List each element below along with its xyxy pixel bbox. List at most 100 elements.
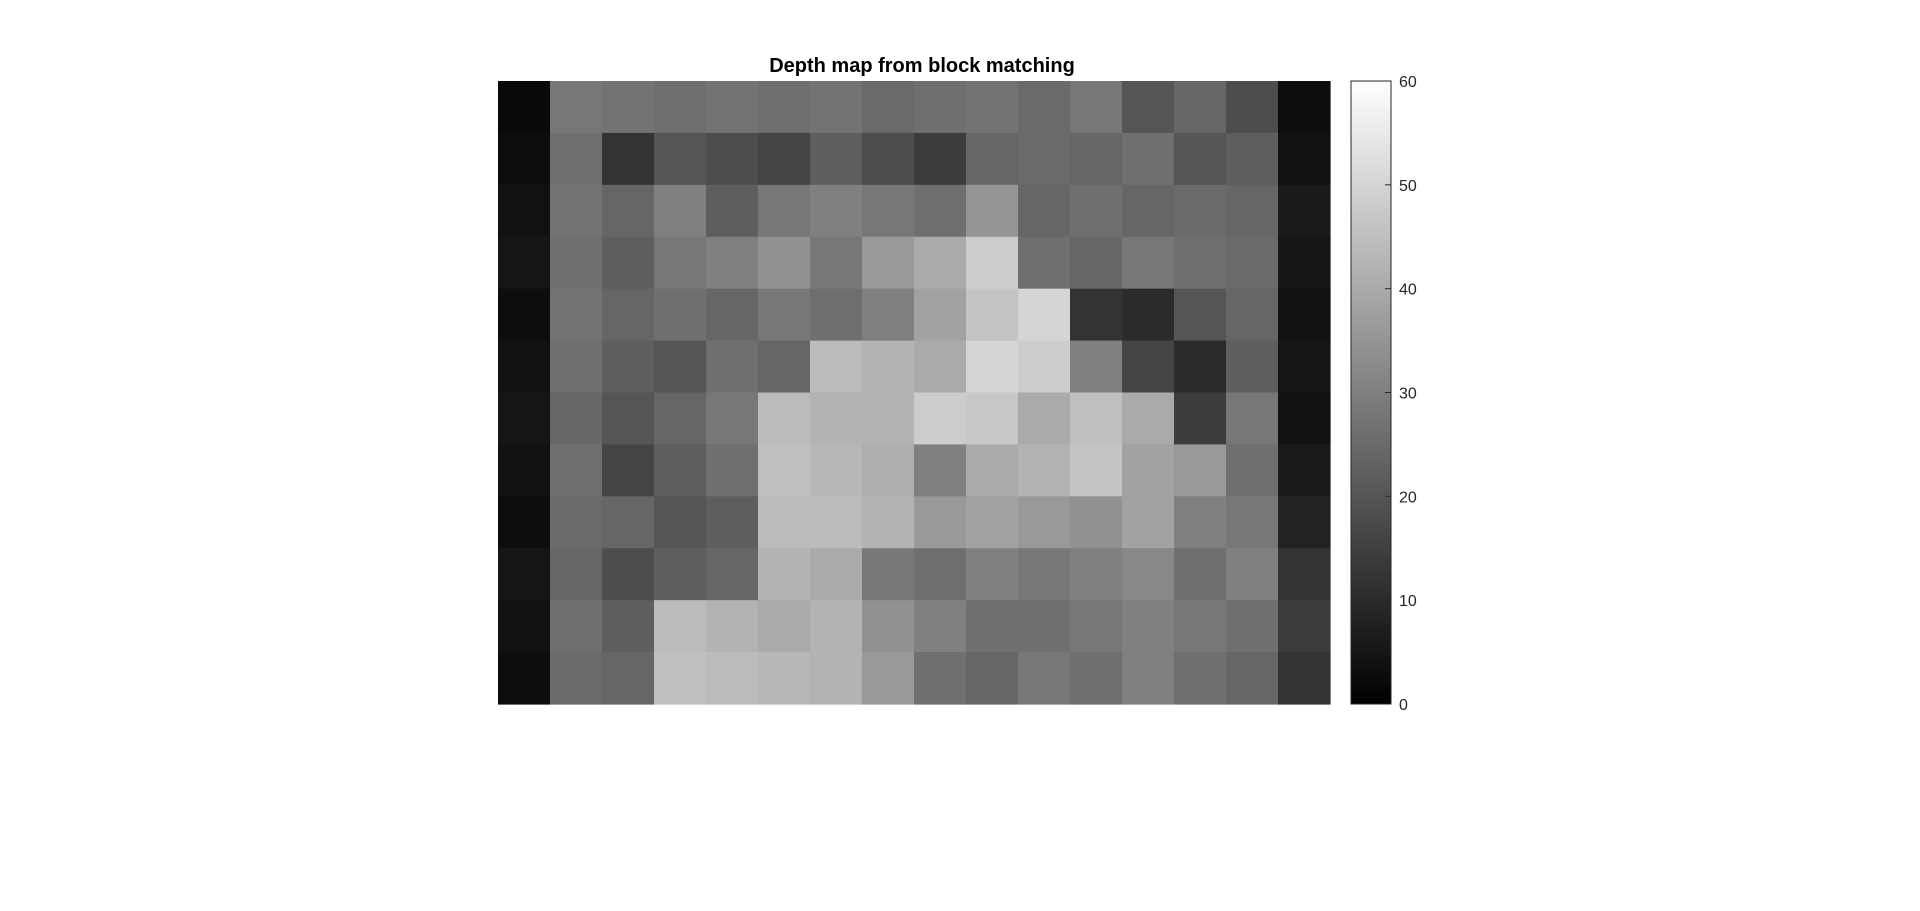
heatmap-cell (602, 652, 655, 705)
heatmap-cell (1278, 236, 1331, 290)
heatmap-cell (1070, 392, 1123, 446)
heatmap-cell (1278, 444, 1331, 497)
heatmap-cell (1070, 600, 1123, 653)
heatmap-cell (1122, 81, 1175, 134)
heatmap-cell (602, 132, 655, 186)
heatmap-cell (758, 184, 811, 238)
heatmap-cell (758, 652, 811, 705)
colorbar-tick-label: 50 (1399, 178, 1417, 195)
heatmap-cell (862, 81, 915, 134)
heatmap-cell (602, 236, 655, 290)
heatmap-cell (1174, 288, 1227, 342)
heatmap-cell (654, 236, 707, 290)
colorbar-tick-label: 40 (1399, 282, 1417, 299)
heatmap-cell (862, 444, 915, 497)
heatmap-cell (1070, 236, 1123, 290)
heatmap-cell (1122, 184, 1175, 238)
heatmap-cell (758, 81, 811, 134)
heatmap-cell (914, 132, 967, 186)
heatmap-cell (1018, 600, 1071, 653)
heatmap-cell (550, 600, 603, 653)
heatmap-cell (1226, 444, 1279, 497)
heatmap-cell (1226, 132, 1279, 186)
heatmap-cell (1226, 548, 1279, 601)
colorbar-tick-label: 10 (1399, 593, 1417, 610)
heatmap-cell (1018, 340, 1071, 394)
heatmap-cell (966, 184, 1019, 238)
heatmap-cell (706, 600, 759, 653)
heatmap-cell (1174, 392, 1227, 446)
heatmap-cell (498, 236, 551, 290)
heatmap-cell (966, 444, 1019, 497)
heatmap-cell (1018, 444, 1071, 497)
heatmap-cell (810, 236, 863, 290)
heatmap-cell (1226, 184, 1279, 238)
heatmap-cell (1226, 236, 1279, 290)
heatmap-cell (550, 652, 603, 705)
heatmap-cell (966, 600, 1019, 653)
colorbar-tick-label: 0 (1399, 697, 1408, 714)
heatmap-cell (1174, 652, 1227, 705)
heatmap-cell (654, 548, 707, 601)
heatmap-cell (966, 548, 1019, 601)
heatmap-cell (862, 600, 915, 653)
heatmap-cell (1278, 496, 1331, 549)
heatmap-cell (498, 652, 551, 705)
heatmap-cell (758, 600, 811, 653)
heatmap-cell (914, 600, 967, 653)
heatmap-cell (498, 600, 551, 653)
heatmap-cell (758, 340, 811, 394)
heatmap-cell (758, 496, 811, 549)
heatmap-cell (602, 496, 655, 549)
heatmap-cell (1226, 288, 1279, 342)
heatmap-cell (706, 288, 759, 342)
heatmap-cell (1226, 340, 1279, 394)
heatmap-cell (810, 288, 863, 342)
heatmap-cell (862, 392, 915, 446)
heatmap-cell (1174, 548, 1227, 601)
heatmap-cell (602, 548, 655, 601)
heatmap-cell (810, 548, 863, 601)
heatmap-cell (706, 340, 759, 394)
heatmap-cell (1174, 184, 1227, 238)
heatmap-cell (810, 496, 863, 549)
heatmap-cell (1018, 288, 1071, 342)
heatmap-cell (654, 600, 707, 653)
heatmap-cell (1278, 392, 1331, 446)
heatmap-cell (1070, 288, 1123, 342)
heatmap-cell (914, 288, 967, 342)
heatmap-cell (654, 652, 707, 705)
heatmap-cell (810, 184, 863, 238)
heatmap-cell (1122, 652, 1175, 705)
heatmap-cell (862, 236, 915, 290)
depth-map-image (498, 81, 1331, 705)
heatmap-cell (1122, 132, 1175, 186)
heatmap-cell (1018, 496, 1071, 549)
colorbar-axis: 0 10 20 30 40 50 60 (1385, 74, 1417, 714)
heatmap-cell (1174, 496, 1227, 549)
heatmap-cell (498, 392, 551, 446)
heatmap-cell (654, 496, 707, 549)
heatmap-cell (966, 288, 1019, 342)
heatmap-cell (1018, 548, 1071, 601)
heatmap-cell (966, 81, 1019, 134)
heatmap-cell (862, 340, 915, 394)
heatmap-cell (654, 340, 707, 394)
heatmap-cell (654, 184, 707, 238)
heatmap-cell (1278, 81, 1331, 134)
heatmap-cell (1070, 132, 1123, 186)
heatmap-cell (1018, 132, 1071, 186)
heatmap-cell (654, 132, 707, 186)
heatmap-cell (602, 444, 655, 497)
heatmap-cell (966, 496, 1019, 549)
heatmap-cell (810, 81, 863, 134)
heatmap-cell (550, 236, 603, 290)
heatmap-cell (706, 444, 759, 497)
colorbar-tick-label: 30 (1399, 386, 1417, 403)
heatmap-cell (1174, 236, 1227, 290)
heatmap-cell (810, 600, 863, 653)
heatmap-cell (914, 652, 967, 705)
heatmap-cell (706, 184, 759, 238)
heatmap-cell (550, 132, 603, 186)
heatmap-cell (1070, 496, 1123, 549)
